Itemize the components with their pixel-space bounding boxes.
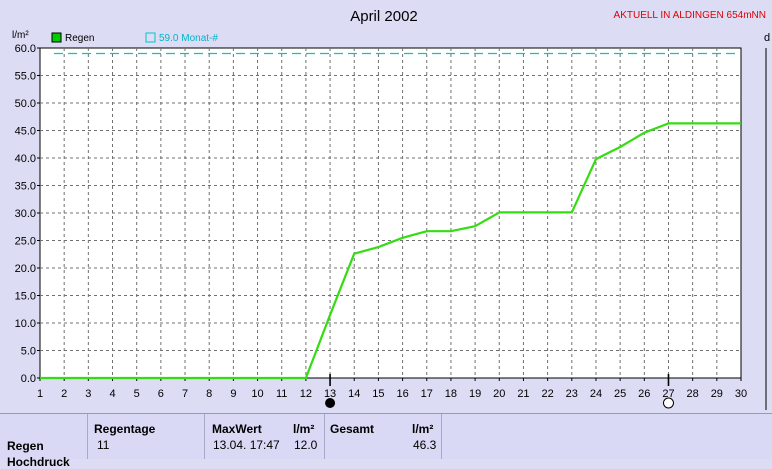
x-tick-label: 8: [206, 388, 212, 400]
x-tick-labels: 1 2 3 4 5 6 7 8 9 10 11 12 13 14 15 16 17 18 19 20 21 22 23 24 2…: [37, 378, 747, 400]
gesamt-value: 46.3: [413, 438, 437, 452]
full-moon-marker: [325, 398, 336, 408]
stats-empty-cell: [442, 414, 772, 459]
x-tick-label: 20: [493, 388, 505, 400]
station-label: AKTUELL IN ALDINGEN 654mNN: [614, 10, 766, 21]
x-tick-label: 19: [469, 388, 481, 400]
x-tick-label: 5: [134, 388, 140, 400]
x-tick-label: 24: [590, 388, 602, 400]
x-tick-label: 16: [396, 388, 408, 400]
gesamt-cell: Gesamt l/m² 46.3: [325, 414, 442, 459]
rain-chart: April 2002 AKTUELL IN ALDINGEN 654mNN l/…: [12, 8, 771, 410]
stats-row-label: Regen: [7, 439, 44, 453]
stats-label-cell: Regen Hochdruck: [0, 414, 88, 469]
maxwert-unit: l/m²: [293, 422, 315, 436]
x-tick-label: 15: [372, 388, 384, 400]
x-tick-label: 2: [61, 388, 67, 400]
legend-swatch-regen: [51, 32, 62, 43]
maxwert-value: 12.0: [294, 438, 318, 452]
moon-markers: [325, 374, 674, 409]
x-tick-label: 18: [445, 388, 457, 400]
x-tick-label: 17: [421, 388, 433, 400]
y-tick-label: 10.0: [15, 318, 36, 330]
y-axis-label: l/m²: [12, 30, 29, 41]
x-tick-label: 9: [230, 388, 236, 400]
x-tick-label: 13: [324, 388, 336, 400]
y-tick-label: 5.0: [21, 346, 36, 358]
x-tick-label: 25: [614, 388, 626, 400]
maxwert-date: 13.04. 17:47: [213, 438, 280, 452]
x-tick-label: 27: [662, 388, 674, 400]
x-tick-label: 3: [85, 388, 91, 400]
y-tick-label: 35.0: [15, 181, 36, 193]
y-tick-labels: 0.0 5.0 10.0 15.0 20.0 25.0 30.0 35.0 40.0 45.0 50…: [15, 43, 40, 385]
new-moon-marker: [662, 397, 674, 409]
y-tick-label: 60.0: [15, 43, 36, 55]
x-tick-label: 23: [566, 388, 578, 400]
chart-title: April 2002: [350, 8, 418, 25]
x-tick-label: 10: [251, 388, 263, 400]
series-line-regen: [40, 122, 741, 380]
maxwert-cell: MaxWert l/m² 13.04. 17:47 12.0: [205, 414, 325, 459]
y-tick-label: 40.0: [15, 153, 36, 165]
legend-swatch-monat: [145, 32, 156, 43]
stats-panel: Regen Hochdruck Regentage 11 MaxWert l/m…: [0, 413, 772, 469]
x-tick-label: 11: [276, 388, 287, 400]
x-tick-label: 28: [687, 388, 699, 400]
y-tick-label: 30.0: [15, 208, 36, 220]
stats-row-label-2: Hochdruck: [7, 455, 70, 469]
x-tick-label: 1: [37, 388, 43, 400]
y-tick-label: 15.0: [15, 291, 36, 303]
y-tick-label: 20.0: [15, 263, 36, 275]
x-tick-label: 7: [182, 388, 188, 400]
y-tick-label: 0.0: [21, 373, 36, 385]
gesamt-header: Gesamt: [330, 422, 375, 436]
x-tick-label: 22: [541, 388, 553, 400]
x-tick-label: 21: [517, 388, 529, 400]
legend-label-regen: Regen: [65, 33, 94, 44]
x-tick-label: 30: [735, 388, 747, 400]
regentage-header: Regentage: [94, 422, 156, 436]
maxwert-header: MaxWert: [212, 422, 262, 436]
y-tick-label: 50.0: [15, 98, 36, 110]
x-tick-label: 26: [638, 388, 650, 400]
y-tick-label: 45.0: [15, 126, 36, 138]
x-tick-label: 29: [711, 388, 723, 400]
gesamt-unit: l/m²: [412, 422, 434, 436]
y-tick-label: 55.0: [15, 71, 36, 83]
x-tick-label: 4: [109, 388, 115, 400]
x-tick-label: 14: [348, 388, 360, 400]
y-tick-label: 25.0: [15, 236, 36, 248]
legend-label-monat: 59.0 Monat-#: [159, 33, 218, 44]
x-tick-label: 6: [158, 388, 164, 400]
right-edge-label: d: [764, 32, 770, 44]
regentage-value: 11: [97, 438, 110, 452]
grid: [40, 48, 741, 378]
series-group: [40, 122, 741, 380]
x-tick-label: 12: [300, 388, 312, 400]
regentage-cell: Regentage 11: [88, 414, 205, 459]
